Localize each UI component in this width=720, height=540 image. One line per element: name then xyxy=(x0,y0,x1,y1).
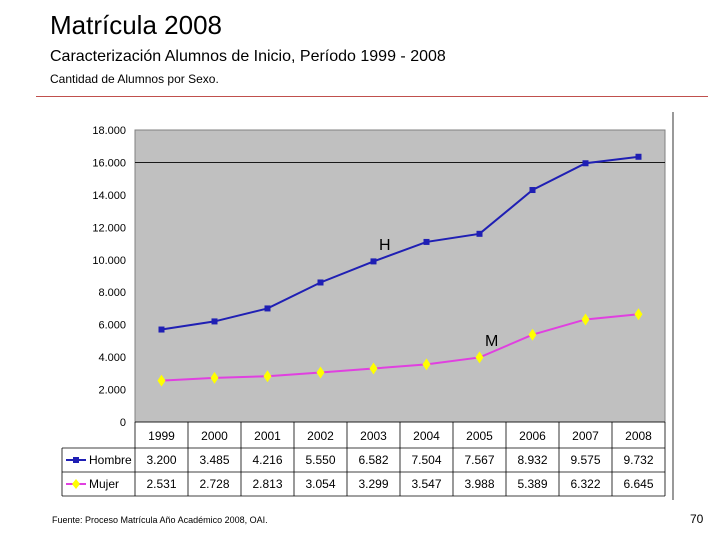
data-point-mujer xyxy=(581,313,590,326)
data-point-mujer xyxy=(157,374,166,387)
legend-label-hombre: Hombre xyxy=(89,453,132,467)
data-point-hombre xyxy=(317,279,324,286)
x-tick-label: 2007 xyxy=(572,429,599,443)
slide-title: Matrícula 2008 xyxy=(50,10,222,40)
x-tick-label: 2000 xyxy=(201,429,228,443)
data-point-hombre xyxy=(529,187,536,194)
source-note: Fuente: Proceso Matrícula Año Académico … xyxy=(52,515,268,525)
x-tick-label: 2004 xyxy=(413,429,440,443)
data-point-mujer xyxy=(210,371,219,384)
chart-caption: Cantidad de Alumnos por Sexo. xyxy=(50,72,219,86)
data-point-hombre xyxy=(582,160,589,167)
table-cell-mujer: 6.645 xyxy=(623,477,653,491)
data-point-hombre xyxy=(264,305,271,312)
table-cell-mujer: 2.728 xyxy=(199,477,229,491)
table-cell-mujer: 3.547 xyxy=(411,477,441,491)
page-number: 70 xyxy=(690,512,704,526)
table-cell-hombre: 7.567 xyxy=(464,453,494,467)
data-point-mujer xyxy=(475,351,484,364)
plot-area xyxy=(134,129,666,423)
table-cell-hombre: 4.216 xyxy=(252,453,282,467)
x-tick-label: 2006 xyxy=(519,429,546,443)
data-point-hombre xyxy=(211,318,218,325)
y-tick-label: 4.000 xyxy=(98,352,126,364)
x-tick-label: 2008 xyxy=(625,429,652,443)
x-tick-label: 1999 xyxy=(148,429,175,443)
data-point-hombre xyxy=(158,326,165,333)
title-divider xyxy=(36,96,708,97)
table-cell-hombre: 9.575 xyxy=(570,453,600,467)
x-tick-label: 2002 xyxy=(307,429,334,443)
legend-marker-hombre xyxy=(73,457,79,463)
y-tick-label: 8.000 xyxy=(98,287,126,299)
data-point-hombre xyxy=(476,230,483,237)
table-cell-hombre: 6.582 xyxy=(358,453,388,467)
data-point-mujer xyxy=(263,370,272,383)
table-cell-hombre: 7.504 xyxy=(411,453,441,467)
series-annotation-m: M xyxy=(485,333,498,350)
y-tick-label: 6.000 xyxy=(98,320,126,332)
x-tick-label: 2003 xyxy=(360,429,387,443)
table-cell-mujer: 5.389 xyxy=(517,477,547,491)
legend-label-mujer: Mujer xyxy=(89,477,119,491)
table-cell-mujer: 3.988 xyxy=(464,477,494,491)
table-cell-mujer: 6.322 xyxy=(570,477,600,491)
y-tick-label: 12.000 xyxy=(92,222,126,234)
y-tick-label: 18.000 xyxy=(92,125,126,137)
table-cell-hombre: 3.485 xyxy=(199,453,229,467)
x-tick-label: 2005 xyxy=(466,429,493,443)
table-cell-hombre: 9.732 xyxy=(623,453,653,467)
data-point-mujer xyxy=(634,308,643,321)
x-tick-label: 2001 xyxy=(254,429,281,443)
y-tick-label: 14.000 xyxy=(92,190,126,202)
table-cell-mujer: 3.299 xyxy=(358,477,388,491)
table-cell-mujer: 2.813 xyxy=(252,477,282,491)
series-line-hombre xyxy=(161,155,639,331)
y-tick-label: 16.000 xyxy=(92,157,126,169)
series-line-mujer xyxy=(161,313,639,382)
table-cell-mujer: 2.531 xyxy=(146,477,176,491)
table-cell-hombre: 8.932 xyxy=(517,453,547,467)
data-point-mujer xyxy=(422,358,431,371)
y-tick-label: 0 xyxy=(120,417,126,429)
table-cell-hombre: 5.550 xyxy=(305,453,335,467)
data-point-hombre xyxy=(370,258,377,265)
y-tick-label: 10.000 xyxy=(92,255,126,267)
data-point-mujer xyxy=(369,362,378,375)
slide-subtitle: Caracterización Alumnos de Inicio, Perío… xyxy=(50,48,446,65)
y-tick-label: 2.000 xyxy=(98,385,126,397)
data-point-hombre xyxy=(423,238,430,245)
table-cell-hombre: 3.200 xyxy=(146,453,176,467)
series-annotation-h: H xyxy=(379,237,391,254)
data-point-mujer xyxy=(316,366,325,379)
data-point-mujer xyxy=(528,328,537,341)
data-point-hombre xyxy=(635,153,642,160)
table-cell-mujer: 3.054 xyxy=(305,477,335,491)
legend-marker-mujer xyxy=(72,479,80,489)
